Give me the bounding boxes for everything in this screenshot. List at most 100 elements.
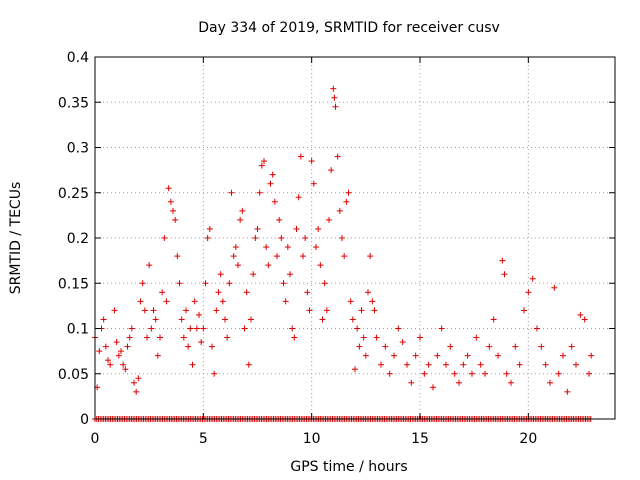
data-point [241, 325, 248, 332]
data-point [113, 339, 120, 346]
data-point [200, 325, 207, 332]
data-point [167, 198, 174, 205]
data-point [126, 334, 133, 341]
x-tick-label: 10 [303, 431, 321, 447]
data-point [469, 370, 475, 377]
data-point [555, 370, 562, 377]
data-point [219, 298, 226, 305]
data-point [280, 280, 287, 287]
data-point [174, 253, 181, 260]
x-tick-label: 5 [199, 431, 208, 447]
data-point [542, 361, 549, 368]
data-point [568, 343, 575, 350]
data-point [196, 311, 202, 318]
data-point [362, 352, 369, 359]
data-point [137, 298, 144, 305]
data-point [508, 379, 514, 386]
data-point [152, 316, 159, 323]
y-axis-label: SRMTID / TECUs [8, 182, 24, 295]
data-point [297, 153, 304, 160]
data-point [317, 262, 324, 269]
data-point [183, 307, 189, 314]
data-point [180, 334, 187, 341]
data-point [451, 370, 458, 377]
data-point [503, 370, 510, 377]
data-point [250, 271, 257, 278]
data-point [302, 235, 309, 241]
data-point [224, 334, 231, 341]
data-point [356, 343, 363, 350]
data-point [588, 352, 595, 359]
data-point [360, 334, 367, 341]
data-point [222, 316, 228, 323]
data-point [141, 307, 148, 314]
data-point [434, 352, 441, 359]
data-points [92, 85, 595, 422]
data-point [334, 153, 341, 160]
data-point [274, 253, 280, 260]
data-point [248, 316, 254, 323]
data-point [386, 370, 393, 377]
data-point [412, 352, 419, 359]
data-point [564, 388, 571, 395]
data-point [278, 235, 285, 241]
data-point [501, 271, 508, 278]
data-point [538, 343, 545, 350]
data-point [111, 307, 118, 314]
data-point [367, 253, 374, 260]
data-point [165, 185, 172, 192]
data-point [529, 275, 536, 282]
data-point [293, 225, 300, 232]
y-tick-label: 0.1 [67, 322, 89, 338]
data-point [185, 343, 192, 350]
data-point [331, 94, 338, 101]
data-point [254, 225, 261, 232]
data-point [354, 325, 361, 332]
y-tick-label: 0.35 [58, 95, 89, 111]
data-point [332, 103, 339, 110]
data-point [133, 388, 140, 395]
data-point [516, 361, 523, 368]
data-point [100, 316, 107, 323]
data-point [217, 271, 224, 278]
data-point [232, 244, 239, 251]
data-point [287, 271, 293, 278]
data-point [122, 366, 129, 373]
y-tick-label: 0.05 [58, 367, 89, 383]
data-point [425, 361, 432, 368]
data-point [276, 216, 283, 223]
data-point [256, 189, 263, 196]
data-point [404, 361, 410, 368]
data-point [202, 280, 209, 287]
data-point [382, 343, 389, 350]
data-point [172, 216, 179, 223]
data-point [490, 316, 497, 323]
data-point [581, 316, 588, 323]
data-point [144, 334, 150, 341]
data-point [211, 370, 218, 377]
data-point [495, 352, 501, 359]
y-tick-label: 0.2 [67, 231, 89, 247]
data-point [105, 357, 111, 364]
chart-title: Day 334 of 2019, SRMTID for receiver cus… [198, 20, 500, 36]
data-point [525, 289, 532, 296]
data-point [135, 375, 142, 382]
data-point [417, 334, 423, 341]
data-point [336, 207, 343, 214]
data-point [289, 325, 296, 332]
data-point [551, 284, 558, 291]
data-point [421, 370, 428, 377]
data-point [148, 325, 155, 332]
data-point [371, 307, 378, 314]
data-point [245, 361, 252, 368]
data-point [118, 348, 124, 355]
data-point [237, 216, 244, 223]
data-point [319, 316, 326, 323]
x-tick-label: 0 [91, 431, 100, 447]
data-point [154, 352, 161, 359]
data-point [204, 235, 211, 241]
data-point [178, 316, 185, 323]
data-point [191, 298, 198, 305]
data-point [295, 194, 302, 201]
